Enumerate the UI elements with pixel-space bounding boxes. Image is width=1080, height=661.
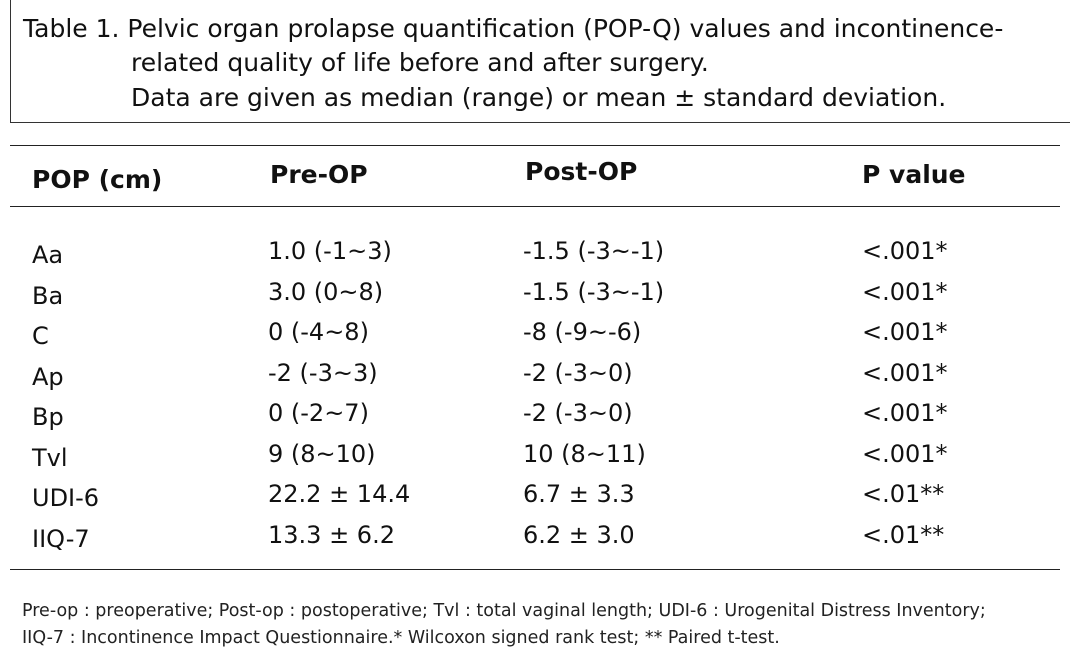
cell-pop: Bp: [32, 403, 64, 431]
cell-pre-op: 0 (-4~8): [268, 318, 369, 346]
table-body: Aa 1.0 (-1~3) -1.5 (-3~-1) <.001* Ba 3.0…: [0, 236, 1080, 560]
table-footnote: Pre-op : preoperative; Post-op : postope…: [22, 598, 1062, 652]
table-row: Ap -2 (-3~3) -2 (-3~0) <.001*: [0, 358, 1080, 399]
table-row: Bp 0 (-2~7) -2 (-3~0) <.001*: [0, 398, 1080, 439]
cell-post-op: -2 (-3~0): [523, 399, 633, 427]
cell-post-op: -8 (-9~-6): [523, 318, 642, 346]
header-post-op: Post-OP: [525, 157, 638, 186]
cell-p-value: <.01**: [862, 520, 945, 549]
table-top-rule: [10, 145, 1060, 146]
cell-pop: IIQ-7: [32, 524, 90, 553]
cell-p-value: <.001*: [862, 318, 948, 346]
cell-p-value: <.001*: [862, 439, 948, 468]
caption-line-1: Table 1. Pelvic organ prolapse quantific…: [23, 14, 1004, 43]
caption-line-2: related quality of life before and after…: [131, 48, 709, 77]
table-header-rule: [10, 206, 1060, 207]
table-row: Ba 3.0 (0~8) -1.5 (-3~-1) <.001*: [0, 277, 1080, 318]
cell-p-value: <.01**: [862, 480, 945, 508]
cell-pop: UDI-6: [32, 484, 100, 512]
cell-p-value: <.001*: [862, 237, 948, 265]
cell-post-op: -1.5 (-3~-1): [523, 277, 665, 306]
table-row: UDI-6 22.2 ± 14.4 6.7 ± 3.3 <.01**: [0, 479, 1080, 520]
table-row: IIQ-7 13.3 ± 6.2 6.2 ± 3.0 <.01**: [0, 520, 1080, 561]
cell-pre-op: 9 (8~10): [268, 439, 376, 468]
cell-pop: Tvl: [32, 443, 68, 472]
cell-post-op: 6.2 ± 3.0: [523, 520, 635, 549]
header-pre-op: Pre-OP: [270, 160, 368, 189]
cell-pop: Ba: [32, 281, 64, 310]
table-row: C 0 (-4~8) -8 (-9~-6) <.001*: [0, 317, 1080, 358]
cell-post-op: 6.7 ± 3.3: [523, 480, 635, 508]
caption-line-3: Data are given as median (range) or mean…: [131, 83, 947, 112]
header-p-value: P value: [862, 160, 966, 189]
header-pop: POP (cm): [32, 165, 163, 194]
cell-post-op: -2 (-3~0): [523, 358, 633, 387]
cell-pre-op: 13.3 ± 6.2: [268, 520, 395, 549]
cell-pop: Ap: [32, 362, 64, 391]
table-bottom-rule: [10, 569, 1060, 570]
cell-p-value: <.001*: [862, 277, 948, 306]
table-caption: Table 1. Pelvic organ prolapse quantific…: [10, 0, 1070, 123]
cell-pop: Aa: [32, 241, 64, 269]
cell-p-value: <.001*: [862, 358, 948, 387]
cell-pre-op: 22.2 ± 14.4: [268, 480, 411, 508]
cell-pop: C: [32, 322, 49, 350]
table-row: Aa 1.0 (-1~3) -1.5 (-3~-1) <.001*: [0, 236, 1080, 277]
table-row: Tvl 9 (8~10) 10 (8~11) <.001*: [0, 439, 1080, 480]
cell-post-op: -1.5 (-3~-1): [523, 237, 665, 265]
cell-p-value: <.001*: [862, 399, 948, 427]
footnote-line-1: Pre-op : preoperative; Post-op : postope…: [22, 601, 986, 621]
cell-pre-op: -2 (-3~3): [268, 358, 378, 387]
cell-pre-op: 0 (-2~7): [268, 399, 369, 427]
footnote-line-2: IIQ-7 : Incontinence Impact Questionnair…: [22, 628, 780, 648]
cell-pre-op: 1.0 (-1~3): [268, 237, 392, 265]
cell-post-op: 10 (8~11): [523, 439, 646, 468]
cell-pre-op: 3.0 (0~8): [268, 277, 384, 306]
